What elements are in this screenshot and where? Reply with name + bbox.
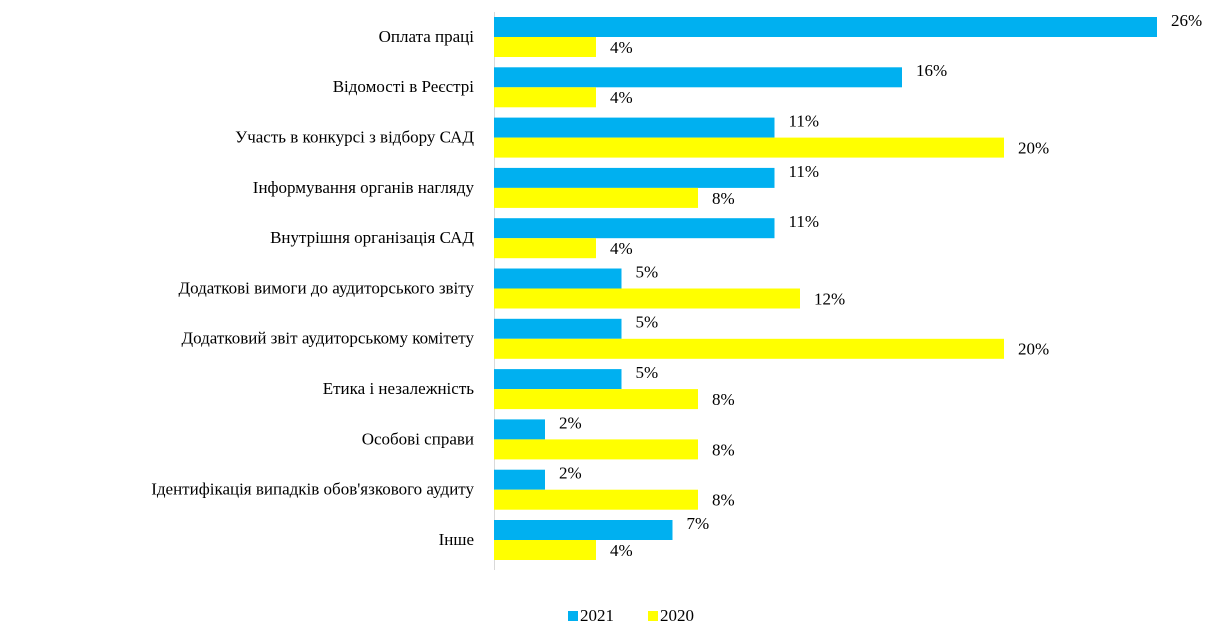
data-label: 5% (636, 313, 659, 332)
bar (494, 369, 622, 390)
data-label: 7% (687, 514, 710, 533)
data-label: 8% (712, 390, 735, 409)
bar (494, 187, 698, 208)
data-label: 20% (1018, 139, 1049, 158)
data-label: 11% (789, 212, 820, 231)
data-label: 8% (712, 440, 735, 459)
bar (494, 419, 545, 440)
bar (494, 117, 775, 138)
bar (494, 137, 1004, 158)
bar (494, 67, 902, 88)
bar (494, 469, 545, 490)
bar (494, 318, 622, 339)
data-label: 2% (559, 413, 582, 432)
data-label: 20% (1018, 340, 1049, 359)
y-tick-label: Додаткові вимоги до аудиторського звіту (178, 278, 474, 297)
y-tick-label: Оплата праці (379, 27, 475, 46)
data-label: 11% (789, 112, 820, 131)
data-label: 4% (610, 239, 633, 258)
bar (494, 238, 596, 259)
bar (494, 218, 775, 239)
bar (494, 489, 698, 510)
y-tick-label: Внутрішня організація САД (270, 228, 474, 247)
bar (494, 37, 596, 57)
bar (494, 439, 698, 460)
bar (494, 87, 596, 108)
y-tick-label: Інше (439, 530, 474, 549)
legend-swatch (568, 611, 578, 621)
y-tick-label: Відомості в Реєстрі (333, 77, 475, 96)
legend-swatch (648, 611, 658, 621)
data-label: 2% (559, 464, 582, 483)
bar (494, 520, 673, 540)
bar (494, 540, 596, 560)
data-label: 5% (636, 363, 659, 382)
legend-label: 2020 (660, 606, 694, 625)
y-tick-label: Етика і незалежність (323, 379, 475, 398)
data-label: 11% (789, 162, 820, 181)
legend-label: 2021 (580, 606, 614, 625)
y-tick-label: Особові справи (362, 429, 474, 448)
data-label: 4% (610, 541, 633, 560)
bar (494, 389, 698, 410)
bar (494, 338, 1004, 359)
y-tick-label: Участь в конкурсі з відбору САД (235, 128, 474, 147)
data-label: 16% (916, 61, 947, 80)
y-tick-label: Додатковий звіт аудиторському комітету (182, 329, 475, 348)
data-label: 8% (712, 491, 735, 510)
data-label: 4% (610, 38, 633, 57)
bar (494, 167, 775, 188)
y-tick-label: Інформування органів нагляду (253, 178, 475, 197)
data-label: 12% (814, 289, 845, 308)
data-label: 8% (712, 189, 735, 208)
data-label: 4% (610, 88, 633, 107)
y-tick-label: Ідентифікація випадків обов'язкового ауд… (151, 480, 474, 499)
bar (494, 268, 622, 289)
bar (494, 17, 1157, 37)
data-label: 26% (1171, 11, 1202, 30)
bar (494, 288, 800, 309)
data-label: 5% (636, 262, 659, 281)
